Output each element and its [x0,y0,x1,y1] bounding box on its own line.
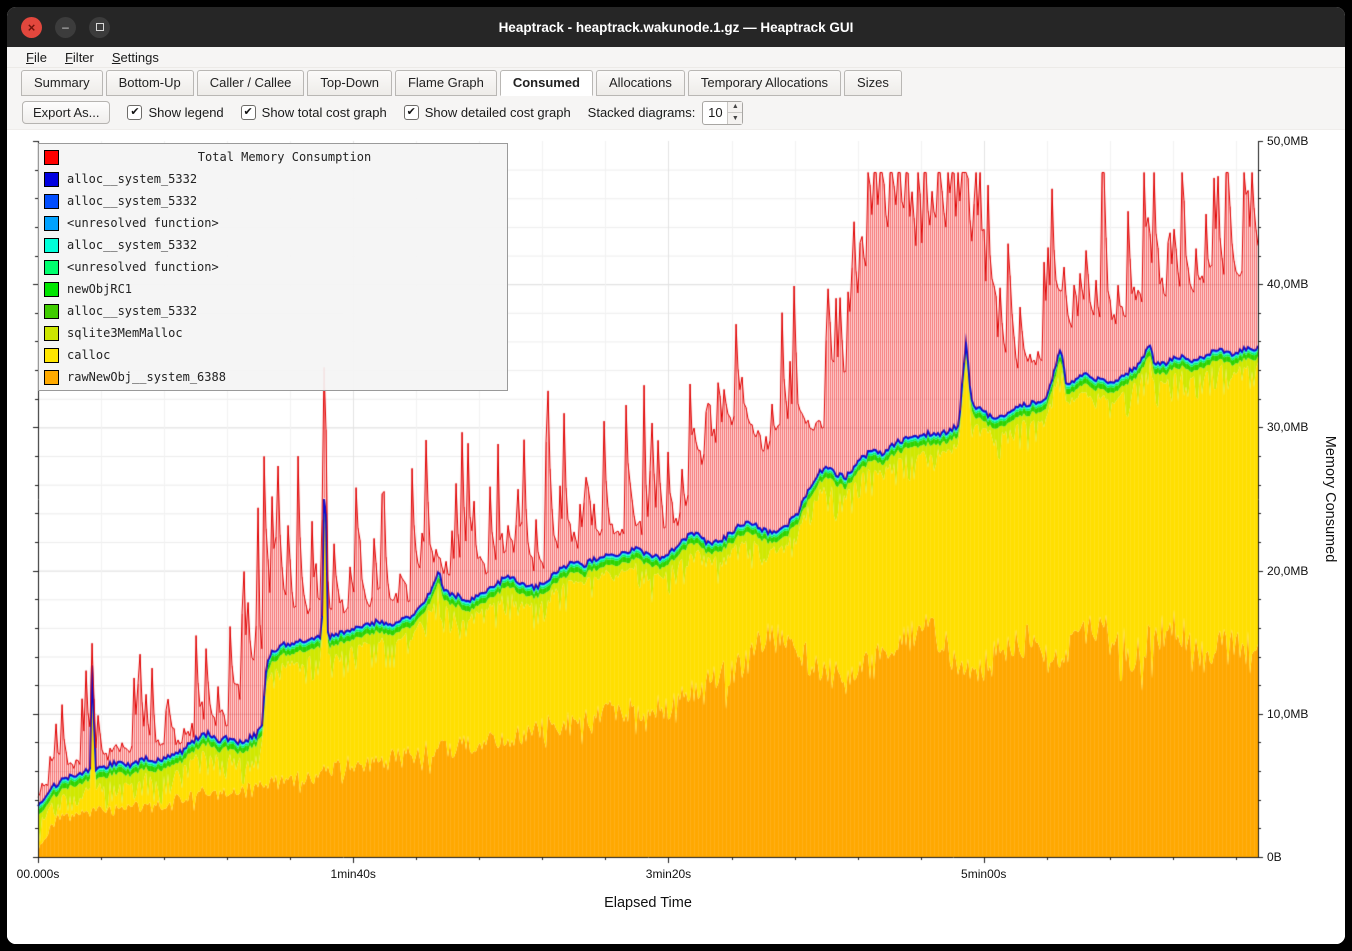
chart-legend: Total Memory Consumption alloc__system_53… [38,143,508,391]
checkbox-label: Show detailed cost graph [424,105,571,120]
legend-label: Total Memory Consumption [197,150,372,164]
checkbox-show-total-cost-graph[interactable]: ✔ Show total cost graph [240,105,387,120]
legend-swatch-icon [44,369,59,385]
legend-label: alloc__system_5332 [67,238,198,252]
y-tick-label: 40,0MB [1267,277,1309,292]
toolbar-checkboxes: ✔ Show legend ✔ Show total cost graph ✔ Show … [127,105,571,120]
legend-swatch-icon [44,325,59,341]
legend-swatch-icon [44,215,59,231]
stacked-diagrams-spinbox[interactable]: 10 ▲ ▼ [702,100,744,125]
legend-item: <unresolved function> [39,256,507,278]
legend-item: newObjRC1 [39,278,507,300]
legend-item: alloc__system_5332 [39,168,507,190]
legend-item: alloc__system_5332 [39,190,507,212]
legend-item: <unresolved function> [39,212,507,234]
legend-swatch-icon [44,303,59,319]
legend-label: alloc__system_5332 [67,304,198,318]
y-tick-label: 20,0MB [1267,563,1309,578]
legend-item: rawNewObj__system_6388 [39,366,507,388]
export-as-button[interactable]: Export As... [22,101,111,124]
window-controls: × – [21,16,110,38]
x-tick-label: 00.000s [16,867,60,881]
checkbox-icon: ✔ [127,105,143,120]
x-axis-title: Elapsed Time [604,895,692,911]
legend-label: alloc__system_5332 [67,194,198,208]
legend-label: sqlite3MemMalloc [67,326,183,340]
title-bar: × – Heaptrack - heaptrack.wakunode.1.gz … [7,7,1345,47]
legend-label: newObjRC1 [67,282,133,296]
checkbox-label: Show total cost graph [261,105,387,120]
legend-swatch-icon [44,281,59,297]
legend-label: calloc [67,348,111,362]
tab-flame-graph[interactable]: Flame Graph [394,70,497,96]
spin-arrows: ▲ ▼ [727,101,743,124]
maximize-button[interactable] [89,16,110,38]
legend-swatch-icon [44,171,59,187]
legend-swatch-icon [44,149,59,165]
tab-top-down[interactable]: Top-Down [307,70,392,96]
legend-swatch-icon [44,259,59,275]
stacked-diagrams-control: Stacked diagrams: 10 ▲ ▼ [587,100,744,125]
y-tick-label: 50,0MB [1267,134,1309,148]
checkbox-icon: ✔ [240,105,256,120]
window-title: Heaptrack - heaptrack.wakunode.1.gz — He… [498,19,854,35]
chart-area: Total Memory Consumption alloc__system_53… [7,130,1345,944]
checkbox-show-detailed-cost-graph[interactable]: ✔ Show detailed cost graph [403,105,571,120]
stacked-diagrams-label: Stacked diagrams: [587,105,696,120]
legend-label: alloc__system_5332 [67,172,198,186]
legend-label: <unresolved function> [67,260,219,274]
legend-item: alloc__system_5332 [39,300,507,322]
legend-swatch-icon [44,347,59,363]
checkbox-icon: ✔ [403,105,419,120]
legend-label: rawNewObj__system_6388 [67,370,226,384]
legend-item: sqlite3MemMalloc [39,322,507,344]
spin-down-icon[interactable]: ▼ [728,113,743,124]
toolbar: Export As... ✔ Show legend ✔ Show total cos… [7,96,1345,130]
legend-label: <unresolved function> [67,216,219,230]
y-tick-label: 0B [1267,850,1282,864]
legend-swatch-icon [44,193,59,209]
legend-title-row: Total Memory Consumption [39,146,507,168]
legend-item: alloc__system_5332 [39,234,507,256]
x-tick-label: 1min40s [330,867,376,881]
tab-summary[interactable]: Summary [21,70,103,96]
legend-item: calloc [39,344,507,366]
y-axis-title: Memory Consumed [1322,435,1338,563]
maximize-icon [95,23,104,31]
minimize-button[interactable]: – [55,16,76,38]
menu-item-filter[interactable]: Filter [64,49,94,65]
tab-sizes[interactable]: Sizes [844,70,902,96]
tab-caller-callee[interactable]: Caller / Callee [196,70,305,96]
stacked-diagrams-value: 10 [708,105,723,120]
y-tick-label: 30,0MB [1267,420,1309,435]
checkbox-show-legend[interactable]: ✔ Show legend [127,105,224,120]
menu-item-settings[interactable]: Settings [111,49,159,65]
checkbox-label: Show legend [148,105,224,120]
tab-temporary-allocations[interactable]: Temporary Allocations [687,70,842,96]
x-tick-label: 5min00s [961,867,1007,881]
menu-item-file[interactable]: File [26,49,47,65]
close-button[interactable]: × [21,16,42,38]
tab-consumed[interactable]: Consumed [499,70,593,96]
x-tick-label: 3min20s [645,867,692,881]
tab-bar: Summary Bottom-Up Caller / Callee Top-Down F… [7,68,1345,96]
legend-swatch-icon [44,237,59,253]
tab-allocations[interactable]: Allocations [596,70,685,96]
spin-up-icon[interactable]: ▲ [728,101,743,113]
app-window: × – Heaptrack - heaptrack.wakunode.1.gz … [7,7,1345,944]
tab-bottom-up[interactable]: Bottom-Up [105,70,194,96]
menu-bar: File Filter Settings [7,47,1345,68]
y-tick-label: 10,0MB [1267,706,1309,721]
